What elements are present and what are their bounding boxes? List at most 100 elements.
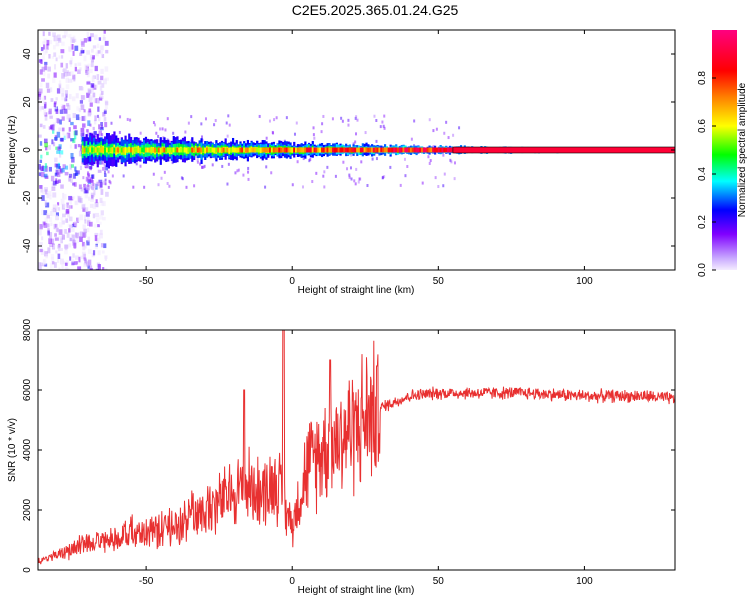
noise-cell <box>47 66 51 72</box>
noise-cell <box>275 116 278 120</box>
x-tick-label: -50 <box>139 276 154 287</box>
ridge-core-cell <box>280 147 283 153</box>
ridge-core-cell <box>393 147 396 153</box>
snr-x-ticks: -50 0 50 100 <box>139 330 593 587</box>
ridge-core-cell <box>226 147 229 153</box>
x-tick-label: 0 <box>289 276 295 287</box>
ridge-core-cell <box>371 147 374 153</box>
noise-cell <box>43 210 48 216</box>
noise-cell <box>94 245 98 250</box>
ridge-core-cell <box>328 147 331 153</box>
noise-cell <box>52 77 56 83</box>
noise-cell <box>86 216 90 221</box>
noise-cell <box>80 87 84 91</box>
ridge-core-cell <box>154 147 157 153</box>
noise-cell <box>96 238 100 244</box>
ridge-core-cell <box>441 147 444 153</box>
noise-cell <box>75 93 79 99</box>
ridge-core-cell <box>206 147 209 153</box>
ridge-core-cell <box>157 147 161 153</box>
noise-cell <box>90 61 94 68</box>
noise-cell <box>41 66 45 72</box>
noise-cell <box>107 170 110 174</box>
noise-cell <box>62 104 66 110</box>
noise-cell <box>164 128 167 132</box>
noise-cell <box>70 43 73 50</box>
noise-cell <box>65 265 68 270</box>
ridge-core-cell <box>137 147 140 153</box>
noise-cell <box>373 114 376 118</box>
noise-cell <box>80 50 84 54</box>
ridge-core-cell <box>233 147 237 153</box>
noise-cell <box>82 232 86 238</box>
noise-cell <box>96 181 100 187</box>
noise-cell <box>70 57 73 61</box>
noise-cell <box>73 38 77 43</box>
colorbar-tick-label: 0.8 <box>697 71 708 85</box>
noise-cell <box>59 137 64 142</box>
noise-cell <box>61 73 65 79</box>
noise-cell <box>69 224 74 229</box>
noise-cell <box>95 199 98 203</box>
noise-cell <box>39 248 43 253</box>
noise-cell <box>39 82 43 88</box>
noise-cell <box>371 157 374 161</box>
noise-cell <box>38 96 41 101</box>
noise-cell <box>90 197 94 202</box>
noise-cell <box>152 121 155 125</box>
ridge-core-cell <box>309 147 313 153</box>
noise-cell <box>101 53 105 59</box>
noise-cell <box>44 263 48 267</box>
noise-cell <box>57 146 61 151</box>
noise-cell <box>57 235 61 242</box>
noise-cell <box>227 162 230 166</box>
noise-cell <box>58 153 62 158</box>
noise-cell <box>83 55 87 62</box>
noise-cell <box>196 160 199 164</box>
noise-cell <box>48 54 51 59</box>
noise-cell <box>99 85 103 91</box>
noise-cell <box>43 71 46 77</box>
noise-cell <box>94 235 98 242</box>
noise-cell <box>58 267 61 270</box>
noise-cell <box>69 164 72 170</box>
noise-cell <box>382 124 385 128</box>
ridge-core-cell <box>439 147 442 153</box>
noise-cell <box>366 184 369 188</box>
ridge-core-cell <box>150 147 153 153</box>
noise-cell <box>58 168 61 173</box>
noise-cell <box>73 242 77 248</box>
noise-cell <box>58 127 62 132</box>
noise-cell <box>43 222 48 228</box>
noise-cell <box>98 130 102 136</box>
noise-cell <box>427 155 430 159</box>
noise-cell <box>51 55 54 59</box>
noise-cell <box>428 161 431 165</box>
noise-cell <box>355 132 358 136</box>
noise-cell <box>242 173 245 177</box>
noise-cell <box>41 236 44 241</box>
noise-cell <box>61 116 65 121</box>
noise-cell <box>64 262 68 266</box>
noise-cell <box>87 178 90 183</box>
noise-cell <box>87 265 91 269</box>
noise-cell <box>63 108 68 114</box>
ridge-core-cell <box>419 147 422 153</box>
ridge-core-cell <box>400 147 403 153</box>
noise-cell <box>60 198 65 205</box>
noise-cell <box>77 143 81 148</box>
noise-cell <box>453 161 456 165</box>
noise-cell <box>58 229 63 235</box>
noise-cell <box>58 80 62 86</box>
noise-cell <box>49 194 52 200</box>
noise-cell <box>55 117 59 123</box>
noise-cell <box>46 88 51 93</box>
noise-cell <box>60 104 64 110</box>
noise-cell <box>95 212 100 217</box>
noise-cell <box>80 104 85 111</box>
noise-cell <box>41 78 45 82</box>
noise-cell <box>55 250 58 254</box>
x-tick-label: 100 <box>576 276 593 287</box>
noise-cell <box>72 196 76 200</box>
noise-cell <box>355 115 358 119</box>
